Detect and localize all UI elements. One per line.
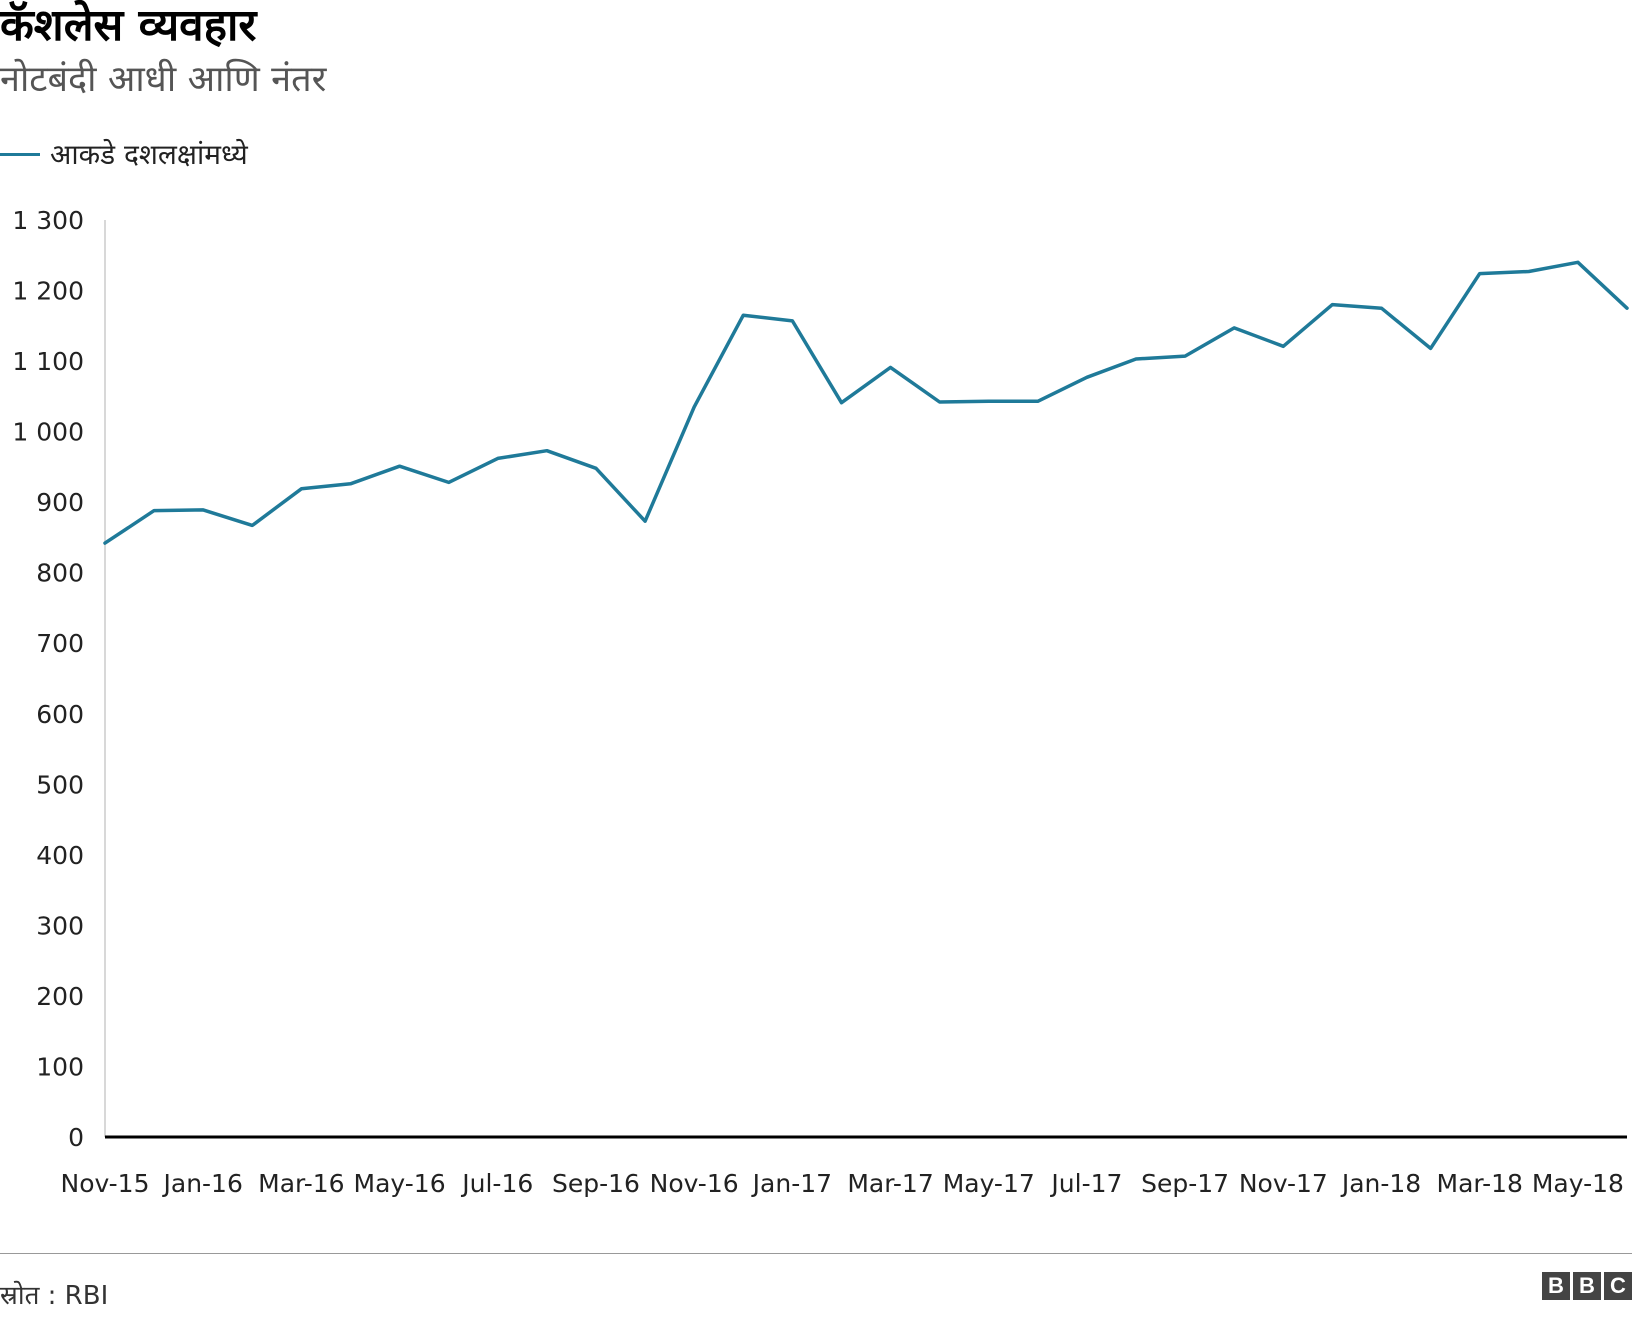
- y-tick-label: 600: [36, 700, 84, 729]
- y-tick-label: 1 200: [12, 277, 84, 306]
- y-tick-label: 1 300: [12, 206, 84, 235]
- x-tick-label: Jul-17: [1049, 1169, 1122, 1198]
- x-tick-label: Sep-17: [1141, 1169, 1229, 1198]
- chart-subtitle: नोटबंदी आधी आणि नंतर: [0, 59, 327, 100]
- y-tick-label: 400: [36, 841, 84, 870]
- x-tick-label: Nov-16: [650, 1169, 739, 1198]
- x-tick-label: Nov-15: [61, 1169, 150, 1198]
- x-tick-label: Nov-17: [1239, 1169, 1328, 1198]
- y-tick-label: 900: [36, 488, 84, 517]
- y-tick-label: 200: [36, 982, 84, 1011]
- chart-title: कॅशलेस व्यवहार: [0, 0, 257, 51]
- x-tick-label: May-16: [354, 1169, 446, 1198]
- x-tick-label: Jan-16: [162, 1169, 243, 1198]
- x-tick-label: Jan-17: [751, 1169, 832, 1198]
- x-tick-label: Mar-16: [258, 1169, 344, 1198]
- x-tick-label: May-18: [1532, 1169, 1624, 1198]
- y-tick-label: 0: [68, 1123, 84, 1152]
- series-line: [103, 260, 1629, 545]
- footer-divider: [0, 1253, 1632, 1254]
- y-tick-label: 700: [36, 629, 84, 658]
- legend: आकडे दशलक्षांमध्ये: [0, 134, 248, 174]
- line-chart: 0 100 200 300 400 500 600 700 800 900 1 000 1 100 1 …: [12, 206, 1629, 1198]
- y-tick-label: 100: [36, 1052, 84, 1081]
- source-note: स्रोत : RBI: [0, 1281, 109, 1311]
- x-tick-label: Jul-16: [460, 1169, 533, 1198]
- logo-letter-b2: B: [1573, 1272, 1601, 1300]
- bbc-logo: B B C: [1542, 1272, 1632, 1300]
- x-tick-label: Mar-17: [847, 1169, 933, 1198]
- logo-letter-c: C: [1604, 1272, 1632, 1300]
- logo-letter-b1: B: [1542, 1272, 1570, 1300]
- y-tick-label: 1 100: [12, 347, 84, 376]
- x-tick-label: Jan-18: [1340, 1169, 1421, 1198]
- y-tick-label: 300: [36, 911, 84, 940]
- y-tick-label: 500: [36, 770, 84, 799]
- legend-label: आकडे दशलक्षांमध्ये: [50, 138, 248, 171]
- x-tick-label: May-17: [943, 1169, 1035, 1198]
- x-tick-label: Sep-16: [552, 1169, 640, 1198]
- x-tick-label: Mar-18: [1437, 1169, 1523, 1198]
- legend-swatch: [0, 152, 40, 156]
- y-tick-label: 1 000: [12, 418, 84, 447]
- y-tick-label: 800: [36, 559, 84, 588]
